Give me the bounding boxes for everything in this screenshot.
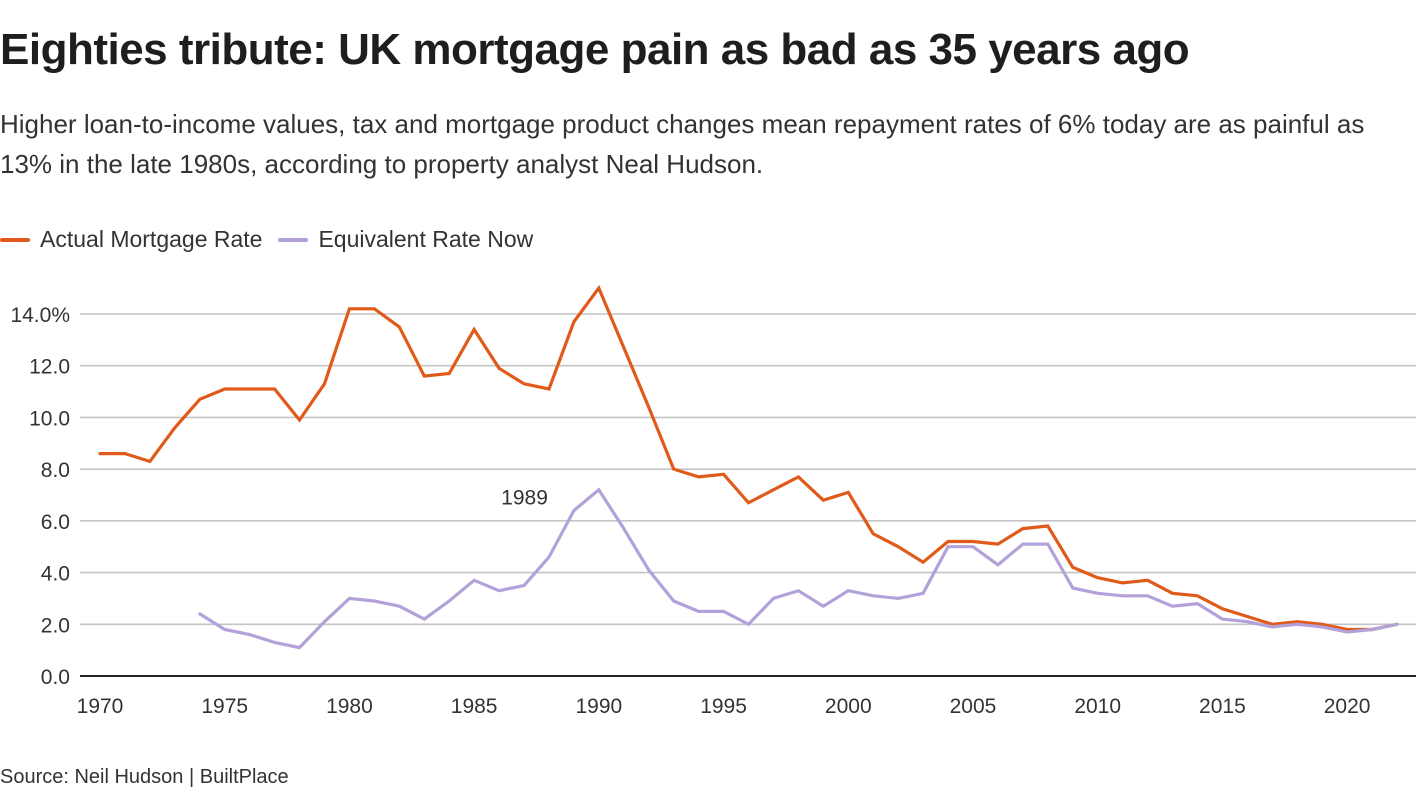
- legend-item-equivalent: Equivalent Rate Now: [278, 226, 533, 253]
- legend-label-equivalent: Equivalent Rate Now: [318, 226, 534, 252]
- y-tick-label: 2.0: [41, 614, 70, 637]
- legend-label-actual: Actual Mortgage Rate: [40, 226, 263, 252]
- x-axis-ticks: 1970 1975 1980 1985 1990 1995 2000 2005 2010 2015…: [77, 695, 1371, 718]
- chart-subtitle: Higher loan-to-income values, tax and mo…: [0, 109, 1365, 179]
- y-tick-label: 12.0: [29, 356, 70, 379]
- legend-item-actual: Actual Mortgage Rate: [0, 226, 262, 253]
- y-tick-label: 10.0: [29, 407, 70, 430]
- y-tick-label: 14.0%: [10, 304, 70, 327]
- gridlines: [80, 313, 1416, 677]
- x-tick-label: 1980: [326, 695, 373, 718]
- chart-legend: Actual Mortgage Rate Equivalent Rate Now: [0, 226, 549, 253]
- annotation-label: 1989: [501, 487, 548, 510]
- chart-source: Source: Neil Hudson | BuiltPlace: [0, 766, 289, 788]
- annotations: 1989: [501, 487, 548, 510]
- x-tick-label: 1970: [77, 695, 124, 718]
- y-tick-label: 0.0: [41, 666, 70, 689]
- x-tick-label: 1975: [201, 695, 248, 718]
- series-line-equivalent: [198, 487, 1399, 650]
- x-tick-label: 2015: [1199, 695, 1246, 718]
- x-tick-label: 1995: [700, 695, 747, 718]
- y-tick-label: 6.0: [41, 511, 70, 534]
- x-tick-label: 1990: [575, 695, 622, 718]
- x-tick-label: 1985: [451, 695, 498, 718]
- legend-swatch-actual: [0, 237, 30, 242]
- x-tick-label: 2010: [1074, 695, 1121, 718]
- x-tick-label: 2005: [950, 695, 997, 718]
- x-tick-label: 2020: [1324, 695, 1371, 718]
- chart-title: Eighties tribute: UK mortgage pain as ba…: [0, 25, 1190, 74]
- y-tick-label: 4.0: [41, 563, 70, 586]
- y-tick-label: 8.0: [41, 459, 70, 482]
- legend-swatch-equivalent: [278, 237, 309, 242]
- series-lines: [98, 284, 1399, 650]
- x-tick-label: 2000: [825, 695, 872, 718]
- series-line-actual: [98, 284, 1399, 632]
- y-axis-ticks: 0.0 2.0 4.0 6.0 8.0 10.0 12.0 14.0%: [10, 304, 70, 689]
